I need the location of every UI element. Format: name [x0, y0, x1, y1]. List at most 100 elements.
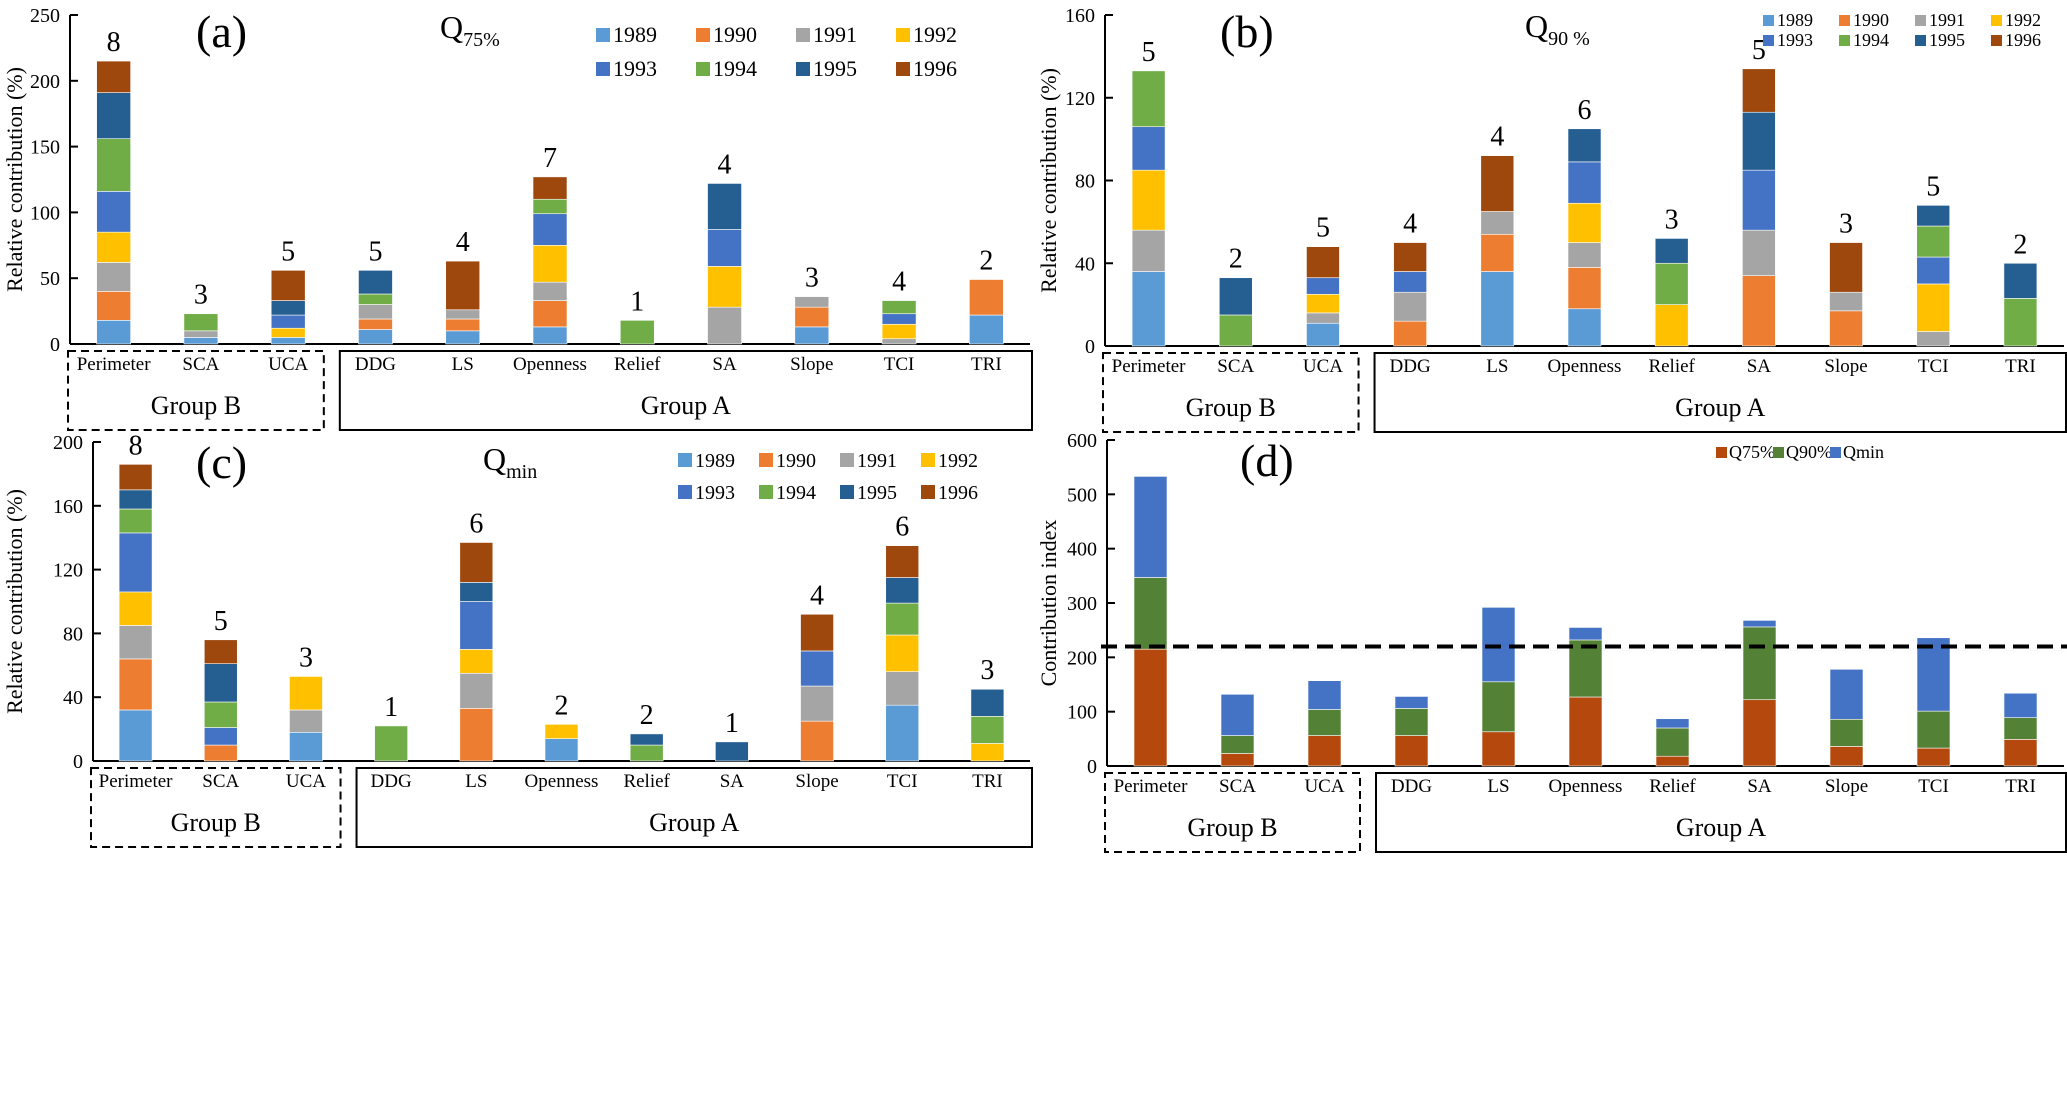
- bar-segment-perimeter-1990: [96, 291, 131, 321]
- bar-segment-tci-1992: [1916, 283, 1951, 332]
- y-tick-label: 120: [1065, 88, 1095, 110]
- group-label: Group B: [1186, 393, 1276, 422]
- bar-segment-sa-qmin: [1742, 620, 1777, 628]
- bar-segment-perimeter-1989: [118, 709, 153, 762]
- legend-swatch: [596, 28, 610, 42]
- bar-count-label: 6: [469, 508, 483, 539]
- bar-count-label: 3: [1839, 209, 1853, 240]
- bar-segment-tri-q75pct: [2003, 739, 2038, 767]
- bar-segment-perimeter-1992: [1131, 169, 1166, 231]
- bar-segment-openness-1991: [532, 281, 568, 301]
- bar-segment-openness-1989: [544, 738, 579, 762]
- bar-segment-tci-1993: [1916, 256, 1951, 285]
- panel-title: Q90 %: [1525, 8, 1590, 50]
- legend-swatch: [896, 62, 910, 76]
- bar-segment-sa-1995: [707, 183, 742, 230]
- y-tick-label: 500: [1067, 484, 1097, 506]
- bar-segment-ls-1990: [445, 318, 481, 332]
- bar-segment-relief-q75pct: [1655, 755, 1690, 767]
- x-category-label: Openness: [513, 354, 587, 375]
- bar-segment-ls-1991: [459, 672, 494, 709]
- bar-segment-tci-1993: [881, 313, 917, 325]
- y-tick-label: 100: [1067, 702, 1097, 724]
- legend-item-label: 1996: [913, 56, 957, 81]
- group-box-group-b: [67, 350, 325, 431]
- bar-segment-sa-1993: [707, 229, 742, 267]
- x-category-label: Openness: [1549, 776, 1623, 797]
- bar-segment-perimeter-1990: [118, 658, 153, 711]
- x-category-label: DDG: [1391, 776, 1432, 797]
- bar-segment-sca-1996: [203, 639, 238, 665]
- bar-segment-uca-1989: [1306, 322, 1340, 347]
- y-tick-label: 0: [50, 334, 60, 356]
- x-category-label: TRI: [2005, 356, 2036, 377]
- bar-segment-tci-1992: [881, 323, 917, 340]
- legend-swatch: [696, 28, 710, 42]
- bar-segment-openness-1991: [1567, 242, 1602, 268]
- y-tick-label: 40: [63, 687, 83, 709]
- bar-segment-tri-1994: [970, 716, 1005, 744]
- bar-segment-perimeter-1991: [96, 262, 131, 292]
- x-category-label: SA: [1747, 356, 1772, 377]
- y-tick-label: 400: [1067, 539, 1097, 561]
- bar-count-label: 6: [1578, 95, 1592, 126]
- bar-count-label: 3: [299, 642, 313, 673]
- bar-segment-ddg-q90pct: [1394, 708, 1429, 736]
- bar-segment-ls-1991: [445, 309, 481, 320]
- x-category-label: Perimeter: [1114, 776, 1189, 797]
- bar-segment-uca-q90pct: [1307, 709, 1342, 736]
- legend-swatch: [678, 453, 692, 467]
- legend-swatch: [1839, 35, 1850, 46]
- bar-count-label: 1: [384, 692, 398, 723]
- panel-label: (a): [196, 6, 247, 57]
- legend-item-label: 1993: [1777, 30, 1813, 50]
- bar-segment-ddg-1994: [374, 725, 408, 762]
- group-label: Group A: [649, 808, 740, 837]
- legend-item-label: 1994: [713, 56, 757, 81]
- legend-swatch: [1763, 35, 1774, 46]
- bar-count-label: 2: [1229, 244, 1243, 275]
- bar-segment-ls-1995: [459, 582, 494, 602]
- bar-segment-sa-q90pct: [1742, 626, 1777, 701]
- bar-segment-openness-1990: [1567, 267, 1602, 310]
- x-category-label: Relief: [1648, 356, 1695, 377]
- bar-segment-ls-1996: [445, 260, 481, 311]
- bar-segment-tri-1990: [969, 279, 1004, 316]
- bar-count-label: 5: [1142, 37, 1156, 68]
- bar-count-label: 2: [979, 246, 993, 277]
- bar-segment-tri-q90pct: [2003, 717, 2038, 740]
- bar-segment-uca-1996: [1306, 246, 1340, 279]
- bar-segment-slope-1989: [794, 326, 830, 345]
- x-category-label: TCI: [1918, 776, 1949, 797]
- bar-segment-sca-1995: [203, 663, 238, 703]
- bar-count-label: 2: [2013, 229, 2027, 260]
- legend: 1989 1990 1991 1992 1993 1994 1995 1996: [678, 450, 978, 504]
- legend-swatch: [1830, 447, 1841, 458]
- legend-item-label: 1996: [2005, 30, 2041, 50]
- legend-item-label: Q90%: [1786, 442, 1832, 462]
- group-label: Group A: [641, 391, 732, 420]
- bar-count-label: 5: [1752, 35, 1766, 66]
- legend-item-label: 1994: [776, 482, 816, 504]
- legend-item-label: 1990: [776, 450, 816, 472]
- bar-count-label: 5: [214, 606, 228, 637]
- legend-swatch: [1991, 15, 2002, 26]
- legend-swatch: [1915, 15, 1926, 26]
- x-category-label: Slope: [1825, 776, 1868, 797]
- bar-segment-sca-1994: [203, 701, 238, 728]
- y-tick-label: 600: [1067, 430, 1097, 452]
- bar-segment-slope-1991: [1829, 291, 1863, 312]
- bar-count-label: 2: [555, 690, 569, 721]
- bar-segment-perimeter-1993: [118, 532, 153, 593]
- bar-segment-perimeter-1994: [1131, 70, 1166, 128]
- x-category-label: Relief: [623, 771, 670, 792]
- y-tick-label: 80: [63, 623, 83, 645]
- group-box-group-b: [90, 767, 342, 848]
- x-category-label: TRI: [971, 354, 1002, 375]
- legend-swatch: [1763, 15, 1774, 26]
- bar-segment-tci-q90pct: [1916, 710, 1951, 749]
- group-label: Group B: [151, 391, 241, 420]
- bar-segment-slope-q75pct: [1829, 746, 1864, 767]
- group-box-group-a: [1373, 352, 2067, 433]
- bar-segment-perimeter-1991: [1131, 229, 1166, 272]
